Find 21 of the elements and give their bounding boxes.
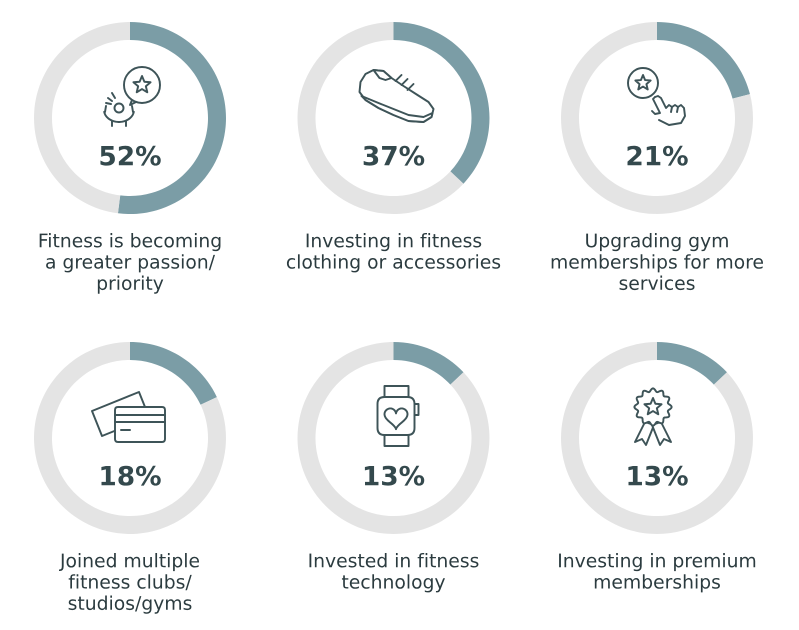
text: 13% [364,466,424,486]
text: 52% [100,146,161,166]
donut-slice [34,342,226,534]
text: 37% [364,146,424,166]
donut-slice [394,342,464,385]
donut-slice [657,22,750,99]
text: Upgrading gym memberships for more services [552,233,764,290]
donut-slice [130,342,217,405]
donut-slice [561,342,753,534]
text: Investing in premium memberships [559,553,756,592]
donut-slice [657,342,727,385]
donut-slice [298,22,464,214]
text: 21% [628,146,688,166]
text: 13% [628,466,688,486]
donut-slice [298,342,490,534]
text: Joined multiple fitness clubs/ studios/gyms [59,553,200,614]
text: Investing in fitness clothing or accessories [286,233,500,272]
text: Invested in fitness technology [309,553,478,592]
text: Fitness is becoming a greater passion/ priority [40,233,220,294]
text: 18% [101,466,161,486]
donut-slice [561,22,753,214]
